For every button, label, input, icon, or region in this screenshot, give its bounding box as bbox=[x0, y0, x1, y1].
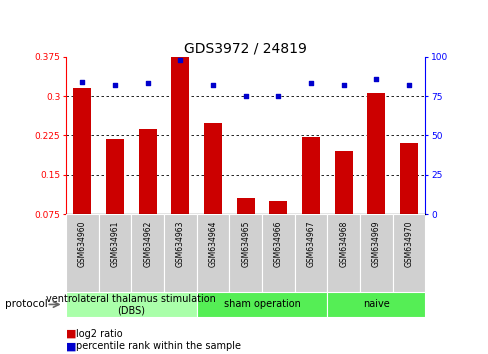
Text: GSM634963: GSM634963 bbox=[176, 221, 184, 267]
Bar bbox=[294, 214, 327, 292]
Bar bbox=[359, 214, 392, 292]
Point bbox=[405, 82, 412, 88]
Point bbox=[242, 93, 249, 99]
Bar bbox=[399, 143, 417, 214]
Point bbox=[209, 82, 217, 88]
Point bbox=[176, 57, 184, 63]
Text: GSM634966: GSM634966 bbox=[273, 221, 283, 267]
Text: GSM634962: GSM634962 bbox=[143, 221, 152, 267]
Bar bbox=[106, 139, 124, 214]
Text: ventrolateral thalamus stimulation
(DBS): ventrolateral thalamus stimulation (DBS) bbox=[46, 293, 216, 315]
Bar bbox=[139, 129, 156, 214]
Point bbox=[339, 82, 347, 88]
Bar bbox=[66, 292, 196, 317]
Title: GDS3972 / 24819: GDS3972 / 24819 bbox=[184, 41, 306, 56]
Text: GSM634961: GSM634961 bbox=[110, 221, 119, 267]
Bar bbox=[302, 137, 320, 214]
Text: GSM634970: GSM634970 bbox=[404, 221, 413, 267]
Point bbox=[78, 79, 86, 85]
Text: naive: naive bbox=[362, 299, 389, 309]
Bar bbox=[269, 201, 287, 214]
Text: GSM634968: GSM634968 bbox=[339, 221, 347, 267]
Bar bbox=[366, 93, 385, 214]
Text: GSM634964: GSM634964 bbox=[208, 221, 217, 267]
Point bbox=[306, 81, 314, 86]
Text: sham operation: sham operation bbox=[223, 299, 300, 309]
Text: log2 ratio: log2 ratio bbox=[76, 329, 122, 339]
Bar bbox=[171, 57, 189, 214]
Bar bbox=[73, 88, 91, 214]
Text: GSM634960: GSM634960 bbox=[78, 221, 87, 267]
Point bbox=[372, 76, 380, 81]
Bar bbox=[203, 123, 222, 214]
Text: GSM634965: GSM634965 bbox=[241, 221, 250, 267]
Bar bbox=[327, 214, 359, 292]
Text: ■: ■ bbox=[66, 329, 76, 339]
Bar bbox=[196, 214, 229, 292]
Text: protocol: protocol bbox=[5, 299, 47, 309]
Bar bbox=[229, 214, 262, 292]
Bar bbox=[334, 151, 352, 214]
Bar bbox=[66, 214, 99, 292]
Bar bbox=[236, 198, 254, 214]
Point bbox=[111, 82, 119, 88]
Bar bbox=[163, 214, 196, 292]
Point bbox=[274, 93, 282, 99]
Text: percentile rank within the sample: percentile rank within the sample bbox=[76, 341, 240, 351]
Point bbox=[143, 81, 151, 86]
Bar bbox=[196, 292, 327, 317]
Bar bbox=[131, 214, 163, 292]
Text: GSM634969: GSM634969 bbox=[371, 221, 380, 267]
Bar bbox=[99, 214, 131, 292]
Bar bbox=[262, 214, 294, 292]
Bar bbox=[392, 214, 425, 292]
Bar bbox=[327, 292, 425, 317]
Text: ■: ■ bbox=[66, 341, 76, 351]
Text: GSM634967: GSM634967 bbox=[306, 221, 315, 267]
